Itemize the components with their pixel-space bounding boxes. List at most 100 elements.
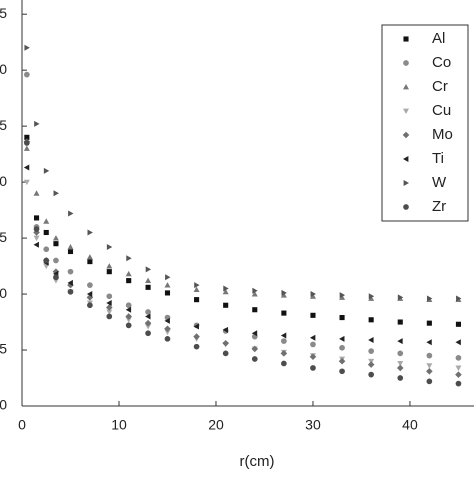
point bbox=[86, 254, 93, 260]
point bbox=[87, 259, 93, 265]
point bbox=[67, 248, 74, 255]
point bbox=[397, 294, 404, 301]
point bbox=[222, 340, 229, 347]
point bbox=[33, 241, 39, 248]
legend-label: Ti bbox=[432, 150, 444, 167]
legend-marker bbox=[403, 156, 409, 162]
point bbox=[426, 320, 432, 326]
point bbox=[53, 190, 59, 197]
x-tick-label: 0 bbox=[18, 417, 26, 433]
point bbox=[164, 282, 171, 288]
point bbox=[43, 218, 50, 224]
point bbox=[281, 289, 287, 296]
y-tick-label: 0 bbox=[0, 173, 7, 189]
point bbox=[67, 279, 73, 286]
point bbox=[126, 255, 132, 262]
point bbox=[426, 352, 433, 359]
point bbox=[309, 334, 316, 341]
point bbox=[106, 300, 112, 307]
point bbox=[164, 325, 171, 333]
point bbox=[339, 294, 346, 300]
legend-label: Cr bbox=[432, 78, 448, 95]
point bbox=[338, 357, 346, 365]
point bbox=[252, 287, 258, 294]
point bbox=[251, 356, 258, 362]
x-tick-label: 10 bbox=[111, 417, 127, 433]
point bbox=[145, 309, 151, 315]
point bbox=[426, 367, 433, 375]
point bbox=[24, 134, 30, 140]
point bbox=[125, 322, 132, 329]
point bbox=[145, 277, 152, 284]
point bbox=[34, 120, 40, 127]
point bbox=[280, 292, 287, 298]
point bbox=[194, 282, 200, 289]
y-tick-label: 5 bbox=[0, 117, 7, 133]
point bbox=[67, 288, 74, 295]
point bbox=[43, 167, 50, 174]
legend-box bbox=[381, 24, 469, 222]
x-tick-label: 20 bbox=[208, 417, 224, 433]
legend-marker bbox=[403, 84, 409, 90]
point bbox=[426, 363, 433, 369]
point bbox=[193, 323, 199, 330]
point bbox=[223, 285, 229, 292]
legend-marker bbox=[403, 60, 409, 66]
x-axis-label: r(cm) bbox=[240, 453, 275, 470]
point bbox=[125, 306, 132, 313]
point bbox=[126, 278, 132, 284]
point bbox=[164, 329, 171, 336]
point bbox=[339, 344, 345, 351]
point bbox=[222, 350, 229, 357]
point bbox=[145, 330, 151, 337]
legend-label: Mo bbox=[432, 126, 453, 143]
point bbox=[52, 235, 59, 241]
point bbox=[251, 291, 258, 297]
point bbox=[310, 312, 316, 318]
point bbox=[396, 364, 404, 372]
legend-label: Cu bbox=[432, 102, 451, 119]
point bbox=[426, 339, 432, 346]
point bbox=[368, 371, 375, 378]
y-tick-label: 5 bbox=[0, 5, 7, 21]
point bbox=[23, 179, 30, 186]
x-tick-label: 40 bbox=[402, 417, 418, 433]
point bbox=[53, 241, 59, 247]
point bbox=[310, 365, 316, 371]
point bbox=[251, 330, 258, 337]
point bbox=[24, 44, 30, 51]
point bbox=[125, 270, 132, 277]
point bbox=[367, 361, 375, 368]
point bbox=[368, 317, 374, 323]
point bbox=[222, 326, 229, 333]
point bbox=[252, 307, 258, 313]
point bbox=[87, 229, 93, 236]
point bbox=[145, 324, 152, 330]
point bbox=[222, 288, 229, 295]
point bbox=[397, 319, 403, 325]
point bbox=[106, 309, 113, 315]
y-tick-label: 5 bbox=[0, 341, 7, 357]
point bbox=[223, 302, 229, 308]
point bbox=[23, 164, 30, 171]
point bbox=[164, 335, 171, 342]
point bbox=[456, 295, 462, 302]
point bbox=[86, 291, 93, 298]
point bbox=[455, 380, 462, 387]
point bbox=[105, 304, 113, 311]
legend-marker bbox=[403, 108, 409, 114]
point bbox=[23, 71, 30, 78]
point bbox=[455, 321, 462, 327]
point bbox=[310, 341, 316, 348]
point bbox=[194, 297, 200, 303]
y-tick-label: 0 bbox=[0, 285, 7, 301]
point bbox=[53, 257, 59, 264]
point bbox=[251, 345, 259, 353]
legend-marker bbox=[403, 36, 409, 42]
x-tick-label: 30 bbox=[305, 417, 321, 433]
legend-marker bbox=[403, 180, 409, 186]
point bbox=[33, 226, 40, 232]
point bbox=[397, 350, 404, 357]
point bbox=[368, 348, 375, 354]
